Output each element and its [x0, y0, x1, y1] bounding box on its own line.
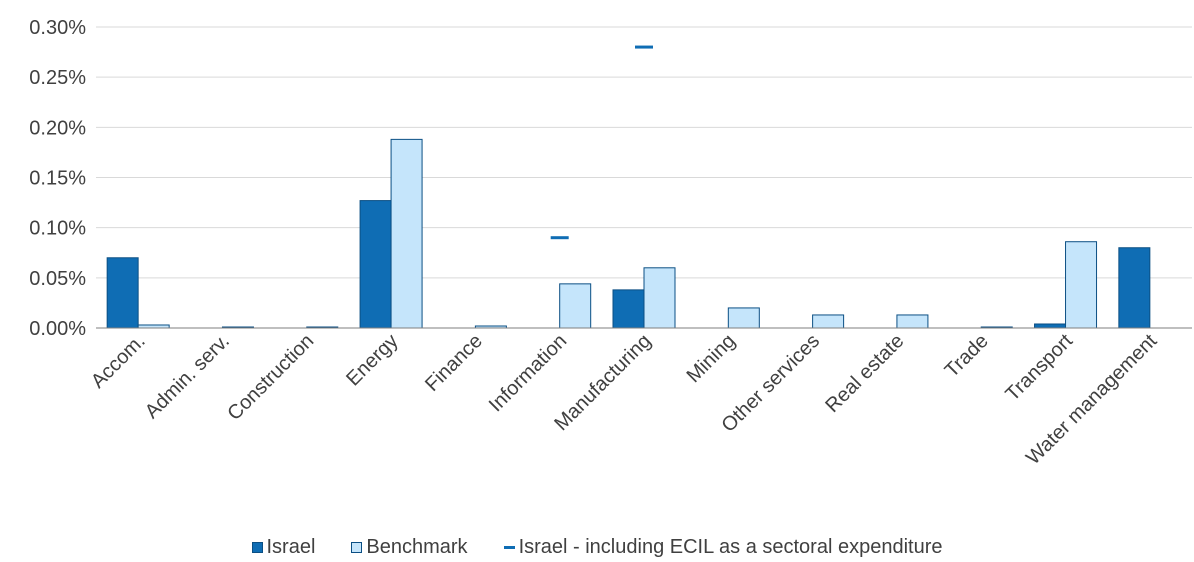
x-tick-label: Mining	[683, 330, 740, 387]
bar-israel	[612, 289, 645, 329]
x-tick-label: Admin. serv.	[141, 330, 234, 423]
legend-label-benchmark: Benchmark	[366, 536, 468, 558]
bar-benchmark	[643, 267, 676, 329]
x-tick-label: Trade	[941, 330, 993, 382]
bar-benchmark	[812, 314, 845, 329]
x-tick-label: Energy	[342, 330, 402, 390]
legend-item-ecil: Israel - including ECIL as a sectoral ex…	[503, 536, 943, 559]
y-tick-label: 0.25%	[29, 67, 86, 89]
y-tick-label: 0.00%	[29, 318, 86, 340]
y-tick-label: 0.15%	[29, 168, 86, 190]
y-tick-label: 0.10%	[29, 218, 86, 240]
x-tick-label: Real estate	[821, 330, 908, 417]
y-tick-label: 0.05%	[29, 268, 86, 290]
bar-benchmark	[896, 314, 929, 329]
x-tick-label: Accom.	[87, 330, 150, 393]
y-tick-label: 0.30%	[29, 17, 86, 39]
bar-israel	[1034, 323, 1067, 329]
legend-item-israel: Israel	[251, 536, 316, 559]
legend-swatch-israel	[251, 542, 263, 553]
x-tick-label: Information	[485, 330, 571, 416]
x-tick-label: Finance	[421, 330, 487, 396]
chart: 0.00% 0.05% 0.10% 0.15% 0.20% 0.25% 0.30% Accom…	[29, 17, 1192, 469]
legend: Israel Benchmark Israel - including ECIL…	[0, 536, 1194, 559]
bar-benchmark	[727, 307, 760, 329]
x-tick-label: Transport	[1002, 330, 1078, 406]
y-tick-label: 0.20%	[29, 117, 86, 139]
bar-benchmark	[1065, 241, 1098, 329]
x-tick-label: Construction	[223, 330, 318, 425]
bar-israel	[106, 257, 139, 329]
legend-swatch-benchmark	[351, 542, 363, 553]
legend-item-benchmark: Benchmark	[351, 536, 468, 559]
bar-benchmark	[390, 138, 423, 329]
marker-ecil	[550, 236, 569, 240]
legend-swatch-ecil	[503, 546, 515, 549]
bar-israel	[1118, 247, 1151, 329]
legend-label-ecil: Israel - including ECIL as a sectoral ex…	[518, 536, 943, 558]
legend-label-israel: Israel	[266, 536, 316, 558]
bar-benchmark	[559, 283, 592, 329]
marker-ecil	[635, 45, 653, 49]
bar-israel	[359, 200, 392, 329]
